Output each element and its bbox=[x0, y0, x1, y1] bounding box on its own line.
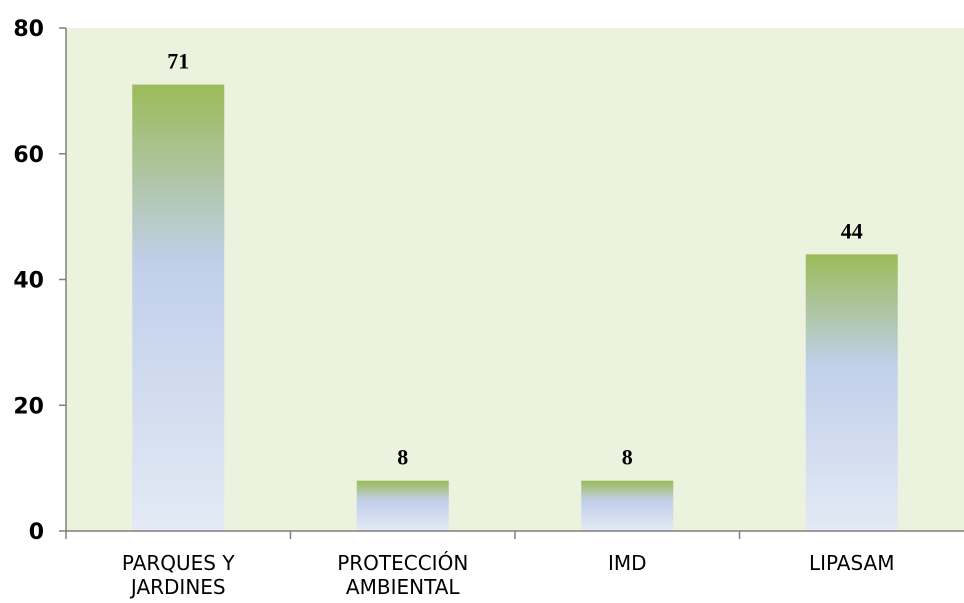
x-tick-label-line: PARQUES Y bbox=[122, 551, 235, 575]
x-tick-label-1: PROTECCIÓN AMBIENTAL bbox=[337, 551, 468, 599]
x-tick-label-2: IMD bbox=[608, 551, 647, 575]
data-label-0: 71 bbox=[167, 49, 189, 74]
x-tick-label-line: IMD bbox=[608, 551, 647, 575]
bar-0 bbox=[132, 84, 225, 532]
x-tick-label-3: LIPASAM bbox=[809, 551, 895, 575]
x-tick-label-line: PROTECCIÓN bbox=[337, 551, 468, 575]
data-label-1: 8 bbox=[397, 445, 408, 470]
bar-1 bbox=[356, 480, 449, 531]
y-tick-label-0: 0 bbox=[29, 520, 44, 545]
y-tick-label-3: 60 bbox=[13, 143, 44, 168]
x-tick-label-line: JARDINES bbox=[129, 575, 226, 599]
x-tick-label-line: LIPASAM bbox=[809, 551, 895, 575]
y-tick-label-1: 20 bbox=[13, 394, 44, 419]
y-tick-label-2: 40 bbox=[13, 269, 44, 294]
bar-3 bbox=[805, 254, 898, 531]
data-label-3: 44 bbox=[841, 218, 863, 243]
x-tick-label-line: AMBIENTAL bbox=[346, 575, 461, 599]
data-label-2: 8 bbox=[622, 445, 633, 470]
y-tick-label-4: 80 bbox=[13, 17, 44, 42]
bar-2 bbox=[581, 480, 674, 531]
x-tick-label-0: PARQUES Y JARDINES bbox=[122, 551, 235, 599]
